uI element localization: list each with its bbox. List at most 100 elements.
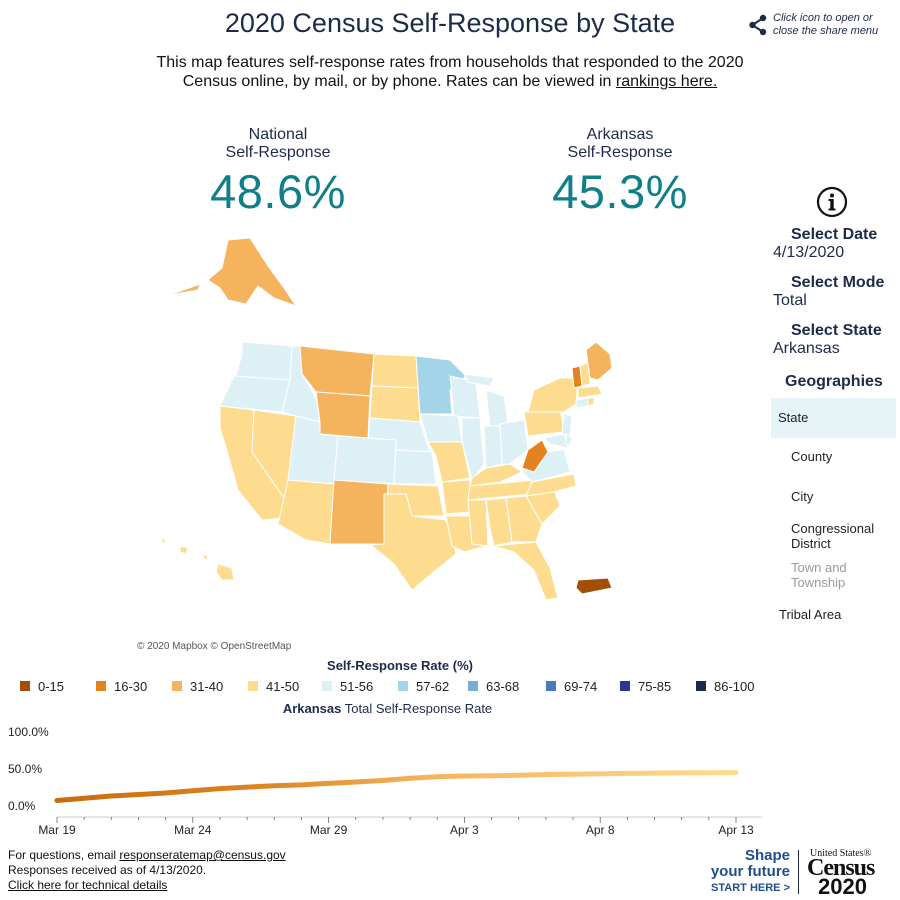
legend-item-41-50: 41-50	[248, 678, 299, 694]
state-missouri[interactable]	[427, 441, 471, 483]
state-hawaii[interactable]	[158, 537, 235, 581]
geography-county[interactable]: County	[791, 449, 833, 464]
legend-label: 86-100	[714, 678, 755, 694]
state-west-virginia[interactable]	[521, 439, 549, 473]
state-massachusetts[interactable]	[577, 385, 603, 399]
state-maine[interactable]	[585, 341, 613, 381]
legend-swatch	[398, 681, 408, 691]
state-georgia[interactable]	[505, 495, 543, 543]
census-2020-logo[interactable]: Shape your future START HERE > United St…	[708, 848, 898, 898]
state-washington[interactable]	[235, 341, 293, 381]
info-icon[interactable]	[816, 186, 848, 218]
geography-tribal-area[interactable]: Tribal Area	[779, 607, 842, 622]
legend-title: Self-Response Rate (%)	[327, 658, 473, 673]
trend-chart-title-rest: Total Self-Response Rate	[344, 701, 493, 716]
state-connecticut[interactable]	[575, 397, 589, 409]
legend-swatch	[620, 681, 630, 691]
state-colorado[interactable]	[333, 435, 397, 485]
legend-swatch	[96, 681, 106, 691]
state-arizona[interactable]	[277, 479, 335, 545]
legend-swatch	[172, 681, 182, 691]
share-icon[interactable]	[748, 14, 768, 36]
geography-congressional-district[interactable]: Congressional District	[771, 521, 896, 551]
brand-tagline-line-2: your future	[710, 863, 790, 880]
select-mode-value[interactable]: Total	[773, 292, 807, 309]
trend-chart-title-state: Arkansas	[282, 701, 342, 716]
brand-year: 2020	[818, 874, 867, 899]
state-rhode-island[interactable]	[587, 397, 595, 407]
legend: 0-15 16-30 31-40 41-50 51-56 57-62 63-68…	[20, 678, 780, 694]
brand-start-here[interactable]: START HERE >	[711, 882, 790, 894]
state-new-hampshire[interactable]	[579, 361, 591, 387]
brand-united-states: United States®	[810, 848, 872, 859]
trend-y-tick-label: 0.0%	[8, 799, 36, 813]
state-florida[interactable]	[493, 541, 559, 601]
share-hint: Click icon to open or close the share me…	[773, 12, 879, 37]
state-maryland[interactable]	[542, 433, 569, 449]
state-iowa[interactable]	[419, 413, 463, 443]
select-mode-control[interactable]: Select Mode Total	[773, 274, 898, 310]
state-north-dakota[interactable]	[371, 353, 419, 389]
legend-item-51-56: 51-56	[322, 678, 373, 694]
legend-item-86-100: 86-100	[696, 678, 754, 694]
trend-x-tick-label: Apr 3	[450, 823, 479, 837]
national-kpi-label-2: Self-Response	[225, 144, 331, 161]
technical-details-link[interactable]: Click here for technical details	[8, 878, 168, 892]
state-south-dakota[interactable]	[369, 385, 421, 423]
geography-town-line-2: Township	[791, 575, 846, 590]
legend-swatch	[468, 681, 478, 691]
state-wyoming[interactable]	[315, 391, 371, 439]
trend-chart-title: Arkansas Total Self-Response Rate	[0, 701, 775, 716]
select-state-value[interactable]: Arkansas	[773, 340, 840, 357]
trend-y-tick-label: 100.0%	[8, 725, 49, 739]
subtitle-line-2-text: Census online, by mail, or by phone. Rat…	[182, 73, 612, 90]
trend-series-line	[54, 770, 739, 803]
geography-town-line-1: Town and	[791, 560, 847, 575]
geography-town-and-township: Town and Township	[771, 560, 896, 590]
legend-swatch	[248, 681, 258, 691]
trend-y-tick-label: 50.0%	[8, 762, 42, 776]
state-oregon[interactable]	[219, 375, 291, 413]
state-montana[interactable]	[299, 345, 375, 397]
state-new-york[interactable]	[527, 377, 579, 413]
state-kpi-label-1: Arkansas	[586, 126, 654, 143]
state-arkansas[interactable]	[441, 479, 471, 515]
brand-census: Census	[807, 855, 875, 881]
select-state-control[interactable]: Select State Arkansas	[773, 322, 898, 358]
contact-email-link[interactable]: responseratemap@census.gov	[119, 848, 286, 862]
legend-label: 57-62	[416, 678, 450, 694]
legend-item-57-62: 57-62	[398, 678, 449, 694]
national-kpi-label-1: National	[248, 126, 308, 143]
rankings-link[interactable]: rankings here.	[615, 73, 718, 90]
geographies-title: Geographies	[785, 373, 883, 390]
state-alabama[interactable]	[485, 497, 513, 547]
legend-item-75-85: 75-85	[620, 678, 671, 694]
legend-label: 41-50	[266, 678, 300, 694]
legend-item-69-74: 69-74	[546, 678, 597, 694]
state-indiana[interactable]	[483, 425, 503, 469]
legend-item-16-30: 16-30	[96, 678, 147, 694]
state-alaska[interactable]	[157, 237, 298, 307]
geography-state[interactable]: State	[771, 398, 896, 438]
state-illinois[interactable]	[461, 417, 485, 482]
geography-city[interactable]: City	[791, 489, 814, 504]
us-choropleth-map[interactable]	[150, 228, 630, 628]
legend-item-63-68: 63-68	[468, 678, 519, 694]
state-texas[interactable]	[353, 493, 457, 591]
brand-tagline-line-1: Shape	[744, 847, 790, 864]
state-kansas[interactable]	[393, 449, 437, 485]
state-new-mexico[interactable]	[329, 479, 389, 545]
state-mississippi[interactable]	[467, 499, 489, 547]
state-kpi-value: 45.3%	[552, 165, 688, 218]
trend-line-chart[interactable]: 100.0% 50.0% 0.0% Mar 19 Mar 24 Mar 29 Apr 3 A…	[0, 720, 780, 850]
state-north-carolina[interactable]	[525, 473, 577, 497]
map-attribution: © 2020 Mapbox © OpenStreetMap	[137, 641, 292, 652]
state-delaware[interactable]	[565, 433, 573, 447]
state-ohio[interactable]	[499, 419, 529, 465]
geography-congressional-line-1: Congressional	[791, 521, 875, 536]
legend-label: 63-68	[486, 678, 520, 694]
territory-puerto-rico[interactable]	[575, 577, 613, 595]
select-date-value[interactable]: 4/13/2020	[773, 244, 845, 261]
select-date-control[interactable]: Select Date 4/13/2020	[773, 226, 898, 262]
legend-item-31-40: 31-40	[172, 678, 223, 694]
